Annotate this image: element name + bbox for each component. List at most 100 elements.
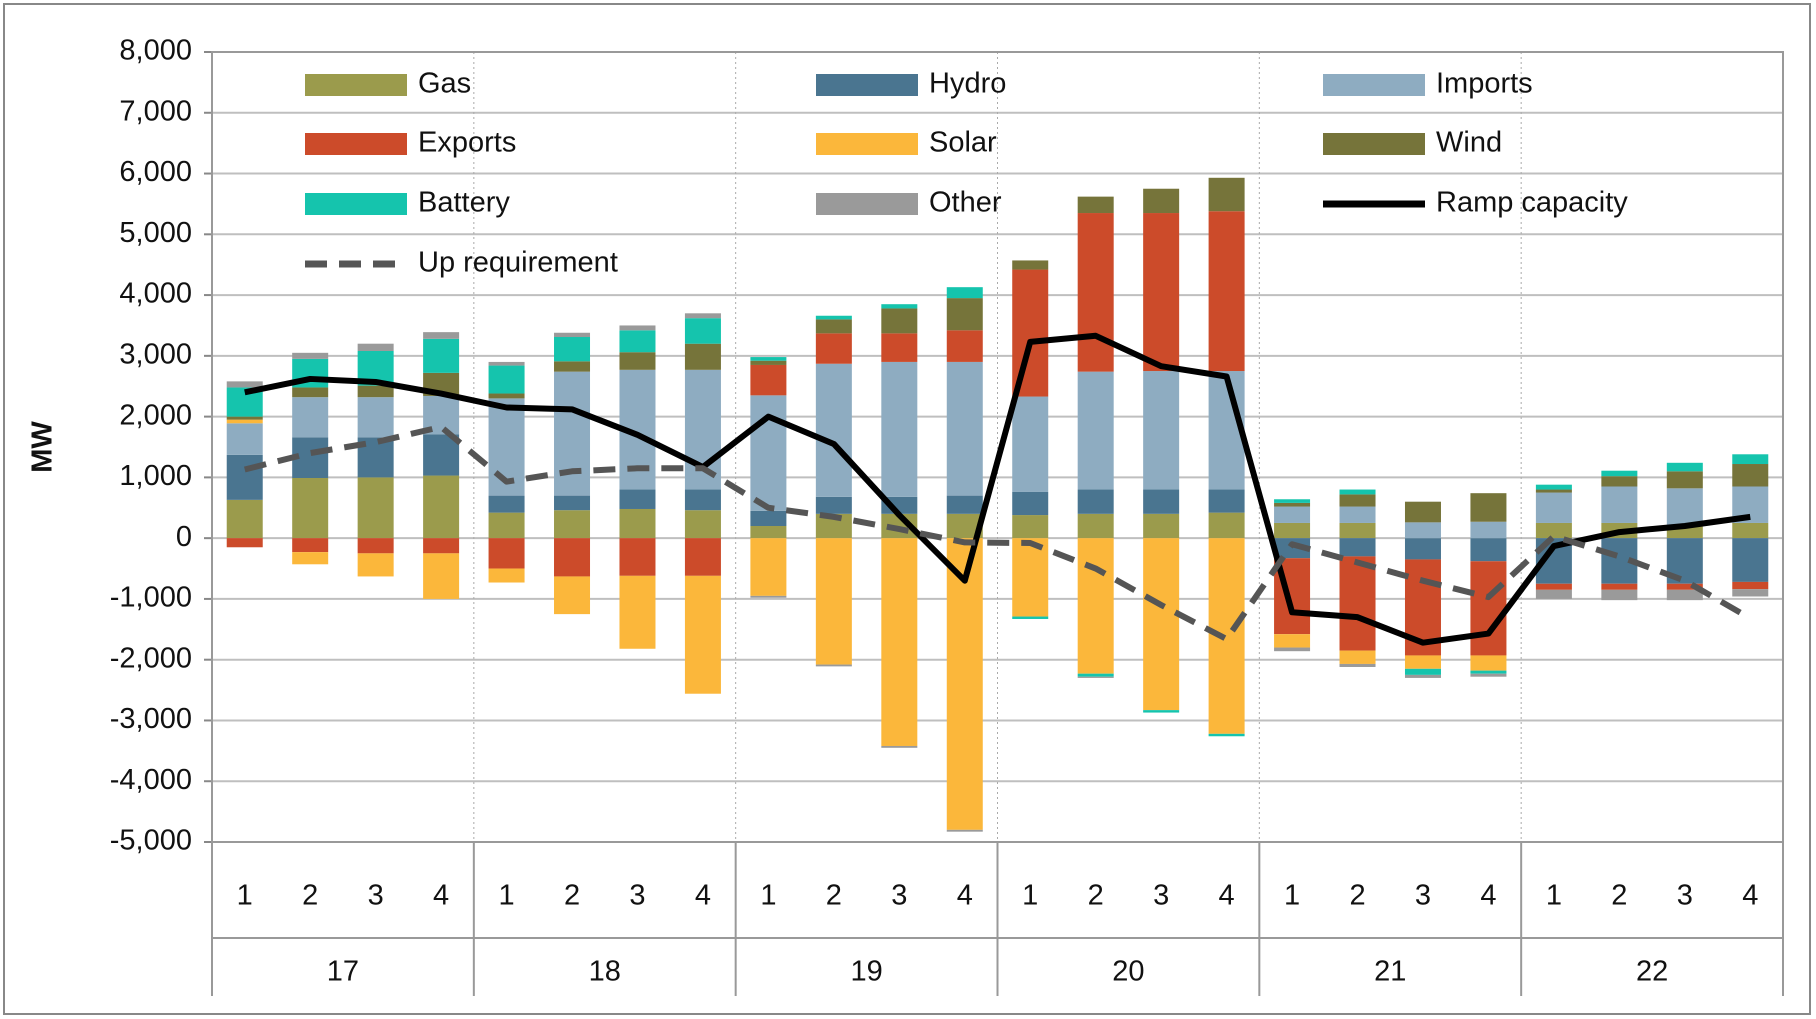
bar-segment — [357, 477, 394, 539]
bar-segment — [1077, 489, 1114, 514]
bar-segment — [1732, 464, 1769, 487]
y-tick-label: 4,000 — [119, 278, 192, 310]
bar-segment — [750, 595, 787, 598]
bar-segment — [815, 496, 852, 514]
bar-segment — [488, 365, 525, 394]
bar-segment — [881, 361, 918, 497]
x-tick-label: 1 — [498, 880, 514, 912]
bar-segment — [1077, 673, 1114, 677]
y-tick-label: 1,000 — [119, 460, 192, 492]
bar-segment — [946, 495, 983, 514]
x-tick-label: 1 — [1284, 880, 1300, 912]
bar-segment — [684, 318, 721, 344]
bar-segment — [226, 419, 263, 424]
bar-segment — [1601, 476, 1638, 487]
bar-segment — [423, 553, 460, 599]
x-tick-label: 4 — [1480, 880, 1496, 912]
bar-segment — [1339, 650, 1376, 664]
bar-segment — [554, 538, 591, 577]
x-tick-label: 3 — [368, 880, 384, 912]
bar-segment — [554, 337, 591, 362]
bar-segment — [815, 319, 852, 334]
legend-label: Battery — [418, 187, 510, 219]
bar-segment — [1470, 561, 1507, 656]
bar-segment — [1666, 589, 1703, 601]
bar-segment — [946, 298, 983, 331]
y-tick-label: -1,000 — [110, 582, 192, 614]
bar-segment — [619, 538, 656, 576]
bar-segment — [1274, 502, 1311, 507]
bar-segment — [292, 552, 329, 565]
bar-segment — [554, 576, 591, 615]
bar-segment — [1339, 506, 1376, 523]
bar-segment — [226, 454, 263, 500]
bar-segment — [1732, 581, 1769, 590]
bar-segment — [881, 538, 918, 746]
x-tick-label: 2 — [826, 880, 842, 912]
legend-label: Gas — [418, 68, 471, 100]
bar-segment — [1012, 515, 1049, 539]
bar-segment — [1535, 583, 1572, 590]
bar-segment — [554, 361, 591, 372]
line-series — [243, 423, 1752, 643]
legend-swatch — [1323, 133, 1425, 155]
bar-segment — [554, 495, 591, 511]
bar-segment — [1143, 371, 1180, 490]
bar-segment — [815, 315, 852, 320]
bar-segment — [881, 745, 918, 748]
bar-segment — [292, 352, 329, 359]
bar-segment — [292, 397, 329, 438]
bar-segment — [292, 538, 329, 553]
bar-segment — [292, 477, 329, 539]
bar-segment — [619, 352, 656, 370]
bar-segment — [1274, 522, 1311, 539]
legend-label: Wind — [1436, 127, 1502, 159]
bar-segment — [750, 360, 787, 365]
bar-segment — [1339, 538, 1376, 557]
bar-segment — [1470, 670, 1507, 674]
bar-segment — [357, 343, 394, 351]
bar-segment — [881, 333, 918, 362]
bar-segment — [684, 343, 721, 370]
bar-segment — [1012, 616, 1049, 619]
bar-segment — [1208, 211, 1245, 372]
bar-segment — [1143, 710, 1180, 713]
bar-segment — [1732, 454, 1769, 465]
x-tick-label: 4 — [433, 880, 449, 912]
y-tick-label: 8,000 — [119, 35, 192, 67]
bar-segment — [488, 568, 525, 583]
bar-segment — [1143, 489, 1180, 514]
bar-segment — [1012, 396, 1049, 492]
x-group-label: 18 — [589, 956, 621, 988]
bar-segment — [488, 495, 525, 513]
bar-segment — [1535, 589, 1572, 599]
bar-segment — [750, 364, 787, 396]
bar-segment — [1601, 470, 1638, 477]
bar-segment — [1535, 484, 1572, 490]
y-tick-label: -5,000 — [110, 825, 192, 857]
x-group-label: 19 — [850, 956, 882, 988]
x-tick-label: 3 — [1415, 880, 1431, 912]
y-tick-label: -2,000 — [110, 642, 192, 674]
x-tick-label: 3 — [891, 880, 907, 912]
bar-segment — [357, 538, 394, 554]
x-tick-label: 1 — [237, 880, 253, 912]
bar-segment — [1535, 522, 1572, 539]
bar-segment — [1404, 501, 1441, 523]
legend-swatch — [816, 133, 918, 155]
bar-segment — [1208, 177, 1245, 212]
bar-segment — [684, 538, 721, 576]
bar-segment — [1143, 213, 1180, 372]
y-tick-label: 6,000 — [119, 156, 192, 188]
y-tick-label: -3,000 — [110, 703, 192, 735]
x-tick-label: 2 — [1349, 880, 1365, 912]
legend-label: Hydro — [929, 68, 1006, 100]
bar-segment — [554, 371, 591, 496]
bar-segment — [1077, 513, 1114, 539]
bar-segment — [1208, 489, 1245, 513]
bar-segment — [1470, 538, 1507, 562]
bar-segment — [1732, 589, 1769, 597]
bar-segment — [1077, 371, 1114, 490]
bar-segment — [1666, 488, 1703, 526]
bar-segment — [1143, 513, 1180, 539]
